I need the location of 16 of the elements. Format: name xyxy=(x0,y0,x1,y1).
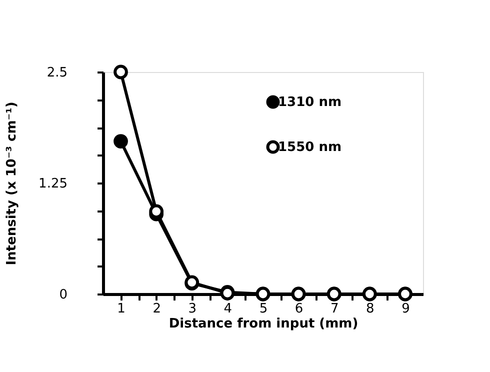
x-tick-label: 4 xyxy=(224,302,232,316)
x-tick-label: 1 xyxy=(117,302,126,316)
x-tick-label: 3 xyxy=(188,302,197,316)
y-axis-title: Intensity (x 10⁻³ cm⁻¹) xyxy=(4,102,20,266)
x-tick-label: 7 xyxy=(330,302,339,316)
x-tick-label: 6 xyxy=(294,302,304,316)
x-tick-label: 8 xyxy=(366,302,374,316)
y-tick-label: 2.5 xyxy=(46,66,68,80)
legend-label: 1310 nm xyxy=(278,95,342,110)
x-tick-label: 5 xyxy=(259,302,268,316)
x-tick-label: 2 xyxy=(152,302,161,316)
x-axis-title: Distance from input (mm) xyxy=(168,316,358,332)
y-tick-label: 1.25 xyxy=(38,176,68,192)
x-tick-label: 9 xyxy=(402,302,410,316)
legend-label: 1550 nm xyxy=(278,140,342,155)
y-tick-label: 0 xyxy=(59,288,68,302)
